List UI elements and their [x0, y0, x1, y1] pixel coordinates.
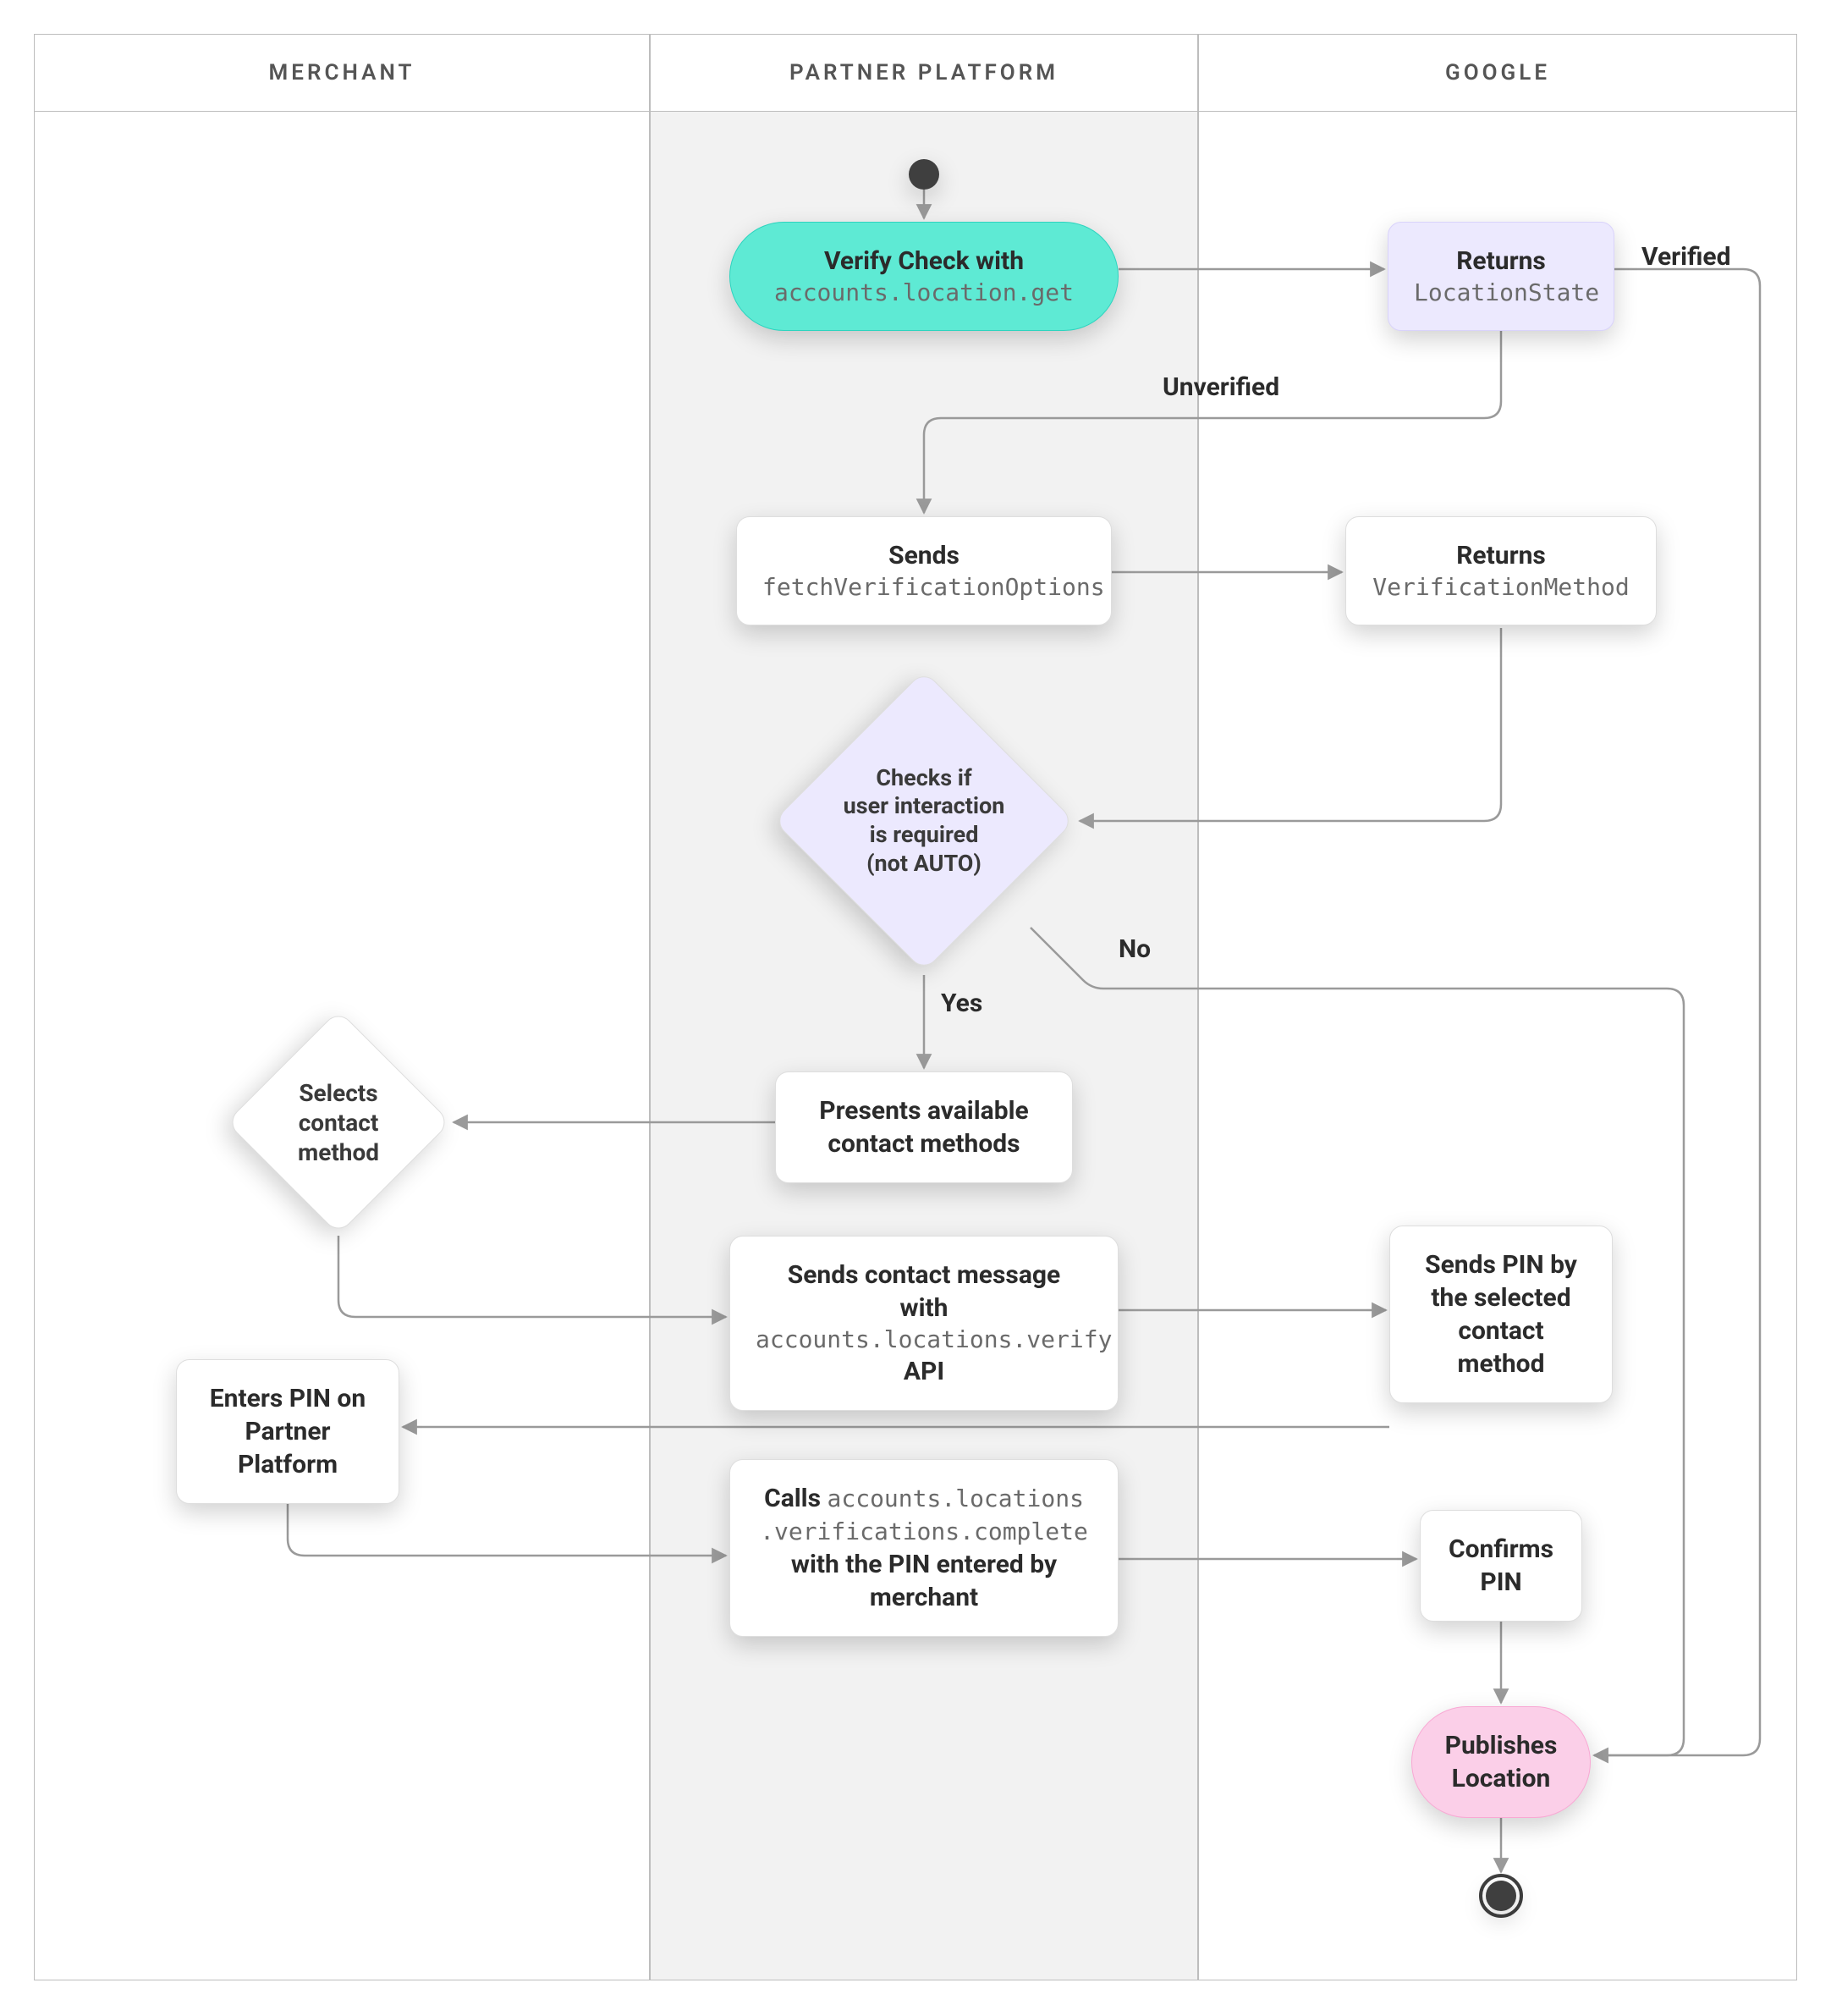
node-sends-pin-text: Sends PIN bythe selectedcontactmethod [1416, 1248, 1586, 1380]
node-verify-check-code: accounts.location.get [756, 278, 1092, 308]
end-node-dot [1486, 1881, 1516, 1911]
node-sends-contact-code: accounts.locations.verify [756, 1325, 1092, 1355]
lane-merchant-header: MERCHANT [35, 35, 649, 112]
flowchart-canvas: MERCHANT PARTNER PLATFORM GOOGLE [0, 0, 1831, 2016]
node-confirms-pin: ConfirmsPIN [1420, 1510, 1582, 1622]
node-calls-complete-l2: with the PIN entered bymerchant [756, 1548, 1092, 1614]
node-presents-methods: Presents available contact methods [775, 1071, 1073, 1183]
node-presents-line1: Presents available [801, 1094, 1047, 1127]
node-returns-method: Returns VerificationMethod [1345, 516, 1657, 625]
node-sends-fetch: Sends fetchVerificationOptions [736, 516, 1112, 625]
node-calls-complete-l1: Calls accounts.locations.verifications.c… [756, 1482, 1092, 1548]
node-confirms-pin-text: ConfirmsPIN [1446, 1533, 1556, 1599]
node-checks-diamond: Checks ifuser interactionis required(not… [817, 714, 1031, 928]
node-returns-method-code: VerificationMethod [1372, 572, 1630, 603]
node-checks-diamond-text: Checks ifuser interactionis required(not… [817, 714, 1031, 928]
node-sends-contact-l1: Sends contact messagewith [756, 1259, 1092, 1325]
node-presents-line2: contact methods [801, 1127, 1047, 1160]
label-yes: Yes [941, 989, 982, 1018]
node-calls-complete: Calls accounts.locations.verifications.c… [729, 1459, 1119, 1637]
node-sends-contact-l3: API [756, 1355, 1092, 1388]
node-returns-locationstate: Returns LocationState [1388, 222, 1614, 331]
node-sends-fetch-title: Sends [762, 539, 1086, 572]
node-sends-pin: Sends PIN bythe selectedcontactmethod [1389, 1226, 1613, 1403]
node-returns-state-title: Returns [1414, 245, 1588, 278]
node-enters-pin: Enters PIN onPartnerPlatform [176, 1359, 399, 1504]
label-no: No [1119, 934, 1151, 964]
label-unverified: Unverified [1163, 372, 1279, 402]
node-enters-pin-text: Enters PIN onPartnerPlatform [202, 1382, 373, 1481]
node-publishes-location: PublishesLocation [1411, 1706, 1591, 1818]
node-verify-check: Verify Check with accounts.location.get [729, 222, 1119, 331]
node-sends-fetch-code: fetchVerificationOptions [762, 572, 1086, 603]
label-verified: Verified [1641, 242, 1730, 272]
node-selects-diamond: Selectscontactmethod [259, 1043, 418, 1202]
lane-google-header: GOOGLE [1199, 35, 1796, 112]
lane-merchant: MERCHANT [34, 34, 650, 1980]
node-verify-check-title: Verify Check with [756, 245, 1092, 278]
node-returns-method-title: Returns [1372, 539, 1630, 572]
lane-partner-header: PARTNER PLATFORM [651, 35, 1197, 112]
node-publishes-text: PublishesLocation [1438, 1729, 1564, 1795]
start-node [909, 159, 939, 190]
node-selects-diamond-text: Selectscontactmethod [259, 1043, 418, 1202]
node-returns-state-code: LocationState [1414, 278, 1588, 308]
node-sends-contact: Sends contact messagewith accounts.locat… [729, 1236, 1119, 1411]
